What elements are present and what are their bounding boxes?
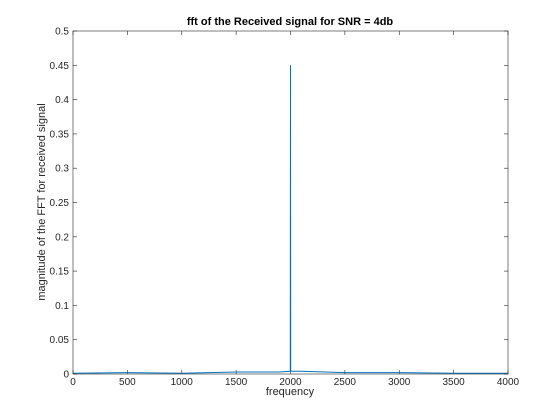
y-tick-label: 0.45 <box>50 61 70 72</box>
x-tick-label: 1000 <box>171 377 194 388</box>
y-ticks: 0 0.05 0.1 0.15 0.2 0.25 0.3 0.35 0.4 0.45 0.5 <box>50 27 508 381</box>
x-tick-label: 4000 <box>497 377 520 388</box>
y-tick-label: 0.35 <box>50 129 70 140</box>
y-tick-label: 0.3 <box>55 164 69 175</box>
x-tick-label: 500 <box>119 377 136 388</box>
x-tick-label: 3000 <box>388 377 411 388</box>
chart-title: fft of the Received signal for SNR = 4db <box>187 16 394 28</box>
x-axis-label: frequency <box>266 386 315 398</box>
y-tick-label: 0.25 <box>50 198 70 209</box>
x-tick-label: 2000 <box>279 377 302 388</box>
y-tick-label: 0.5 <box>55 27 69 38</box>
y-tick-label: 0.2 <box>55 232 69 243</box>
x-tick-label: 3500 <box>443 377 466 388</box>
y-axis-label: magnitude of the FFT for received signal <box>36 103 48 300</box>
series-group <box>72 65 508 374</box>
x-tick-label: 0 <box>70 377 76 388</box>
y-tick-label: 0.15 <box>50 267 70 278</box>
y-tick-label: 0 <box>63 370 69 381</box>
y-tick-label: 0.1 <box>55 301 69 312</box>
series-line <box>72 65 508 374</box>
x-tick-label: 1500 <box>225 377 248 388</box>
plot-frame <box>72 30 509 375</box>
y-tick-label: 0.4 <box>55 95 69 106</box>
x-tick-label: 2500 <box>334 377 357 388</box>
y-tick-label: 0.05 <box>50 335 70 346</box>
